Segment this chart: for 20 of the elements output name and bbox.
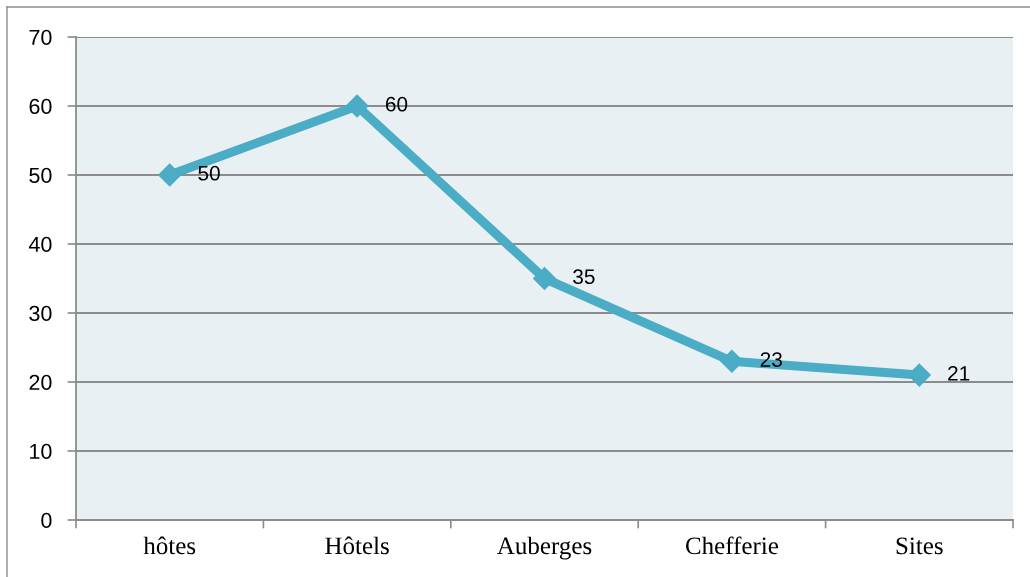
x-tick-label: Sites xyxy=(896,537,943,555)
point xyxy=(533,267,556,290)
y-tick-label: 70 xyxy=(29,29,52,46)
x-tick-label: Auberges xyxy=(497,536,592,560)
data-label: 60 xyxy=(385,96,408,112)
x-tick-label: hôtes xyxy=(143,536,196,555)
data-label: 50 xyxy=(198,165,220,181)
y-tick-label: 60 xyxy=(29,98,52,115)
data-label: 35 xyxy=(573,269,595,285)
x-tick-label: Chefferie xyxy=(685,536,779,555)
y-tick-label: 20 xyxy=(29,374,52,391)
x-tick-label: Hôtels xyxy=(325,536,389,555)
point xyxy=(345,94,369,118)
data-label: 21 xyxy=(948,365,970,381)
y-tick-label: 40 xyxy=(28,236,52,253)
y-tick-label: 0 xyxy=(41,512,52,529)
y-tick-label: 50 xyxy=(29,167,52,184)
point xyxy=(158,163,182,187)
y-tick-label: 30 xyxy=(29,305,52,322)
y-tick-label: 10 xyxy=(30,443,52,460)
